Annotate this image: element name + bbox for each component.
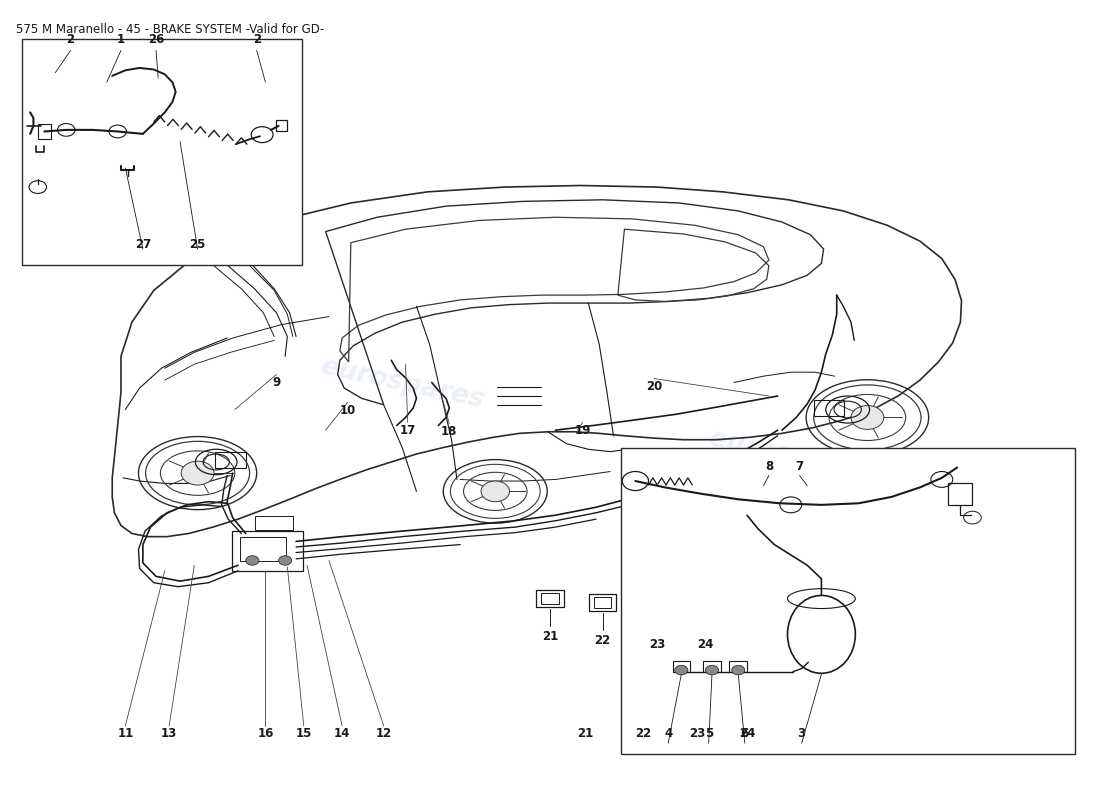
Bar [588,594,616,611]
Text: 2: 2 [253,34,261,46]
Circle shape [674,666,688,675]
Circle shape [732,666,745,675]
FancyBboxPatch shape [621,448,1076,754]
Bar [672,661,690,672]
Text: 9: 9 [273,376,280,389]
Text: eurospares: eurospares [706,426,875,486]
Bar [644,598,671,615]
Bar [240,538,286,562]
Text: 21: 21 [542,630,558,643]
Bar [232,531,304,571]
Bar [729,661,747,672]
Circle shape [278,556,292,566]
Text: 22: 22 [635,727,651,740]
Circle shape [182,461,214,485]
Text: 24: 24 [739,727,756,740]
Text: 16: 16 [257,727,274,740]
Text: 1: 1 [117,34,125,46]
Text: 17: 17 [399,424,416,437]
Bar [696,601,714,612]
Bar [216,452,245,467]
Bar [814,400,845,416]
Text: 575 M Maranello - 45 - BRAKE SYSTEM -Valid for GD-: 575 M Maranello - 45 - BRAKE SYSTEM -Val… [15,22,324,36]
Bar [703,661,720,672]
Text: 6: 6 [740,727,749,740]
Text: 19: 19 [574,424,591,437]
Circle shape [245,556,258,566]
Text: 21: 21 [576,727,593,740]
Text: 12: 12 [375,727,392,740]
Bar [255,516,294,530]
Text: 8: 8 [764,460,773,473]
Text: 11: 11 [118,727,133,740]
Bar [948,482,972,505]
Text: 22: 22 [594,634,610,647]
Text: 2: 2 [67,34,75,46]
Circle shape [851,406,883,430]
Text: 23: 23 [649,638,666,651]
Text: 10: 10 [340,404,355,417]
Bar [37,124,51,138]
Text: 15: 15 [296,727,312,740]
Text: 14: 14 [334,727,350,740]
Text: 26: 26 [147,34,164,46]
Bar [537,590,563,607]
Text: eurospares: eurospares [318,354,486,414]
Bar [649,601,666,612]
Text: 20: 20 [646,380,662,393]
Text: 4: 4 [664,727,672,740]
Text: 18: 18 [441,426,458,438]
FancyBboxPatch shape [22,38,301,265]
Circle shape [705,666,718,675]
Text: 24: 24 [697,638,714,651]
Text: 7: 7 [795,460,804,473]
Text: 27: 27 [134,238,151,250]
Text: 13: 13 [161,727,177,740]
Bar [692,598,719,615]
Text: 25: 25 [189,238,206,250]
Text: 5: 5 [705,727,713,740]
Text: 3: 3 [798,727,806,740]
Bar [541,593,559,604]
Bar [594,597,612,608]
Circle shape [481,481,509,502]
Bar [276,120,287,131]
Text: 23: 23 [690,727,706,740]
